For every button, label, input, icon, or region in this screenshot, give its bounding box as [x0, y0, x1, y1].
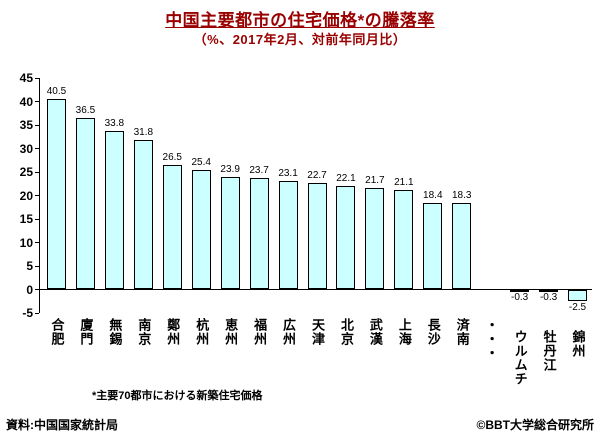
y-tick-label: 35 — [19, 118, 33, 132]
x-category-label: 広州 — [281, 318, 297, 346]
bar — [278, 180, 298, 290]
y-tick-label: 5 — [26, 259, 33, 273]
y-tick — [35, 289, 39, 290]
x-category-label: 福州 — [252, 318, 268, 346]
x-category-label: 杭州 — [194, 318, 210, 346]
y-tick-label: 0 — [26, 282, 33, 297]
bar — [104, 130, 124, 290]
bar-value-label: 23.9 — [220, 164, 240, 176]
bar-value-label: 40.5 — [46, 86, 67, 98]
bar — [394, 190, 414, 290]
y-tick — [35, 312, 39, 314]
y-tick — [35, 77, 39, 79]
bar — [452, 203, 472, 290]
y-tick-label: 45 — [19, 71, 33, 85]
bar-value-label: -0.3 — [511, 291, 529, 303]
x-category-label: 南京 — [136, 318, 152, 346]
y-tick — [35, 218, 39, 220]
x-category-label: 合肥 — [49, 318, 65, 346]
bar-value-label: 21.1 — [394, 177, 414, 189]
y-tick-label: 15 — [19, 212, 33, 226]
bar — [220, 177, 240, 290]
footnote: *主要70都市における新築住宅価格 — [92, 390, 263, 402]
bar — [249, 178, 269, 290]
y-tick-label: 20 — [19, 188, 33, 203]
chart-title: 中国主要都市の住宅価格*の騰落率 — [165, 11, 435, 30]
bar — [539, 289, 559, 292]
credit-label: ©BBT大学総合研究所 — [476, 418, 594, 432]
bar-value-label: 22.7 — [307, 169, 327, 181]
bar — [568, 289, 588, 302]
y-tick — [35, 124, 39, 126]
y-tick — [35, 242, 39, 243]
bar — [46, 99, 66, 290]
bar-value-label: 22.1 — [336, 172, 356, 184]
bar — [336, 185, 356, 290]
x-category-label: 錦州 — [570, 330, 586, 358]
y-tick-label: 40 — [19, 94, 33, 109]
y-tick — [35, 148, 39, 149]
bar — [75, 117, 95, 290]
chart-subtitle: （%、2017年2月、対前年同月比） — [193, 32, 407, 47]
x-category-label: 牡丹江 — [541, 330, 557, 372]
x-category-label: ウルムチ — [512, 330, 528, 386]
bar — [191, 170, 211, 290]
x-category-label: 済南 — [454, 318, 470, 346]
zero-line — [39, 289, 592, 290]
bar-value-label: 36.5 — [75, 104, 96, 116]
bar-value-label: -2.5 — [568, 302, 587, 314]
bar-value-label: 33.8 — [104, 117, 125, 129]
y-tick — [35, 101, 39, 102]
bar — [510, 289, 530, 292]
bar-value-label: 26.5 — [162, 151, 182, 163]
x-category-label: 無錫 — [107, 318, 123, 346]
y-axis-line — [39, 78, 40, 313]
y-tick — [35, 195, 39, 196]
x-category-label: ・・・ — [483, 318, 499, 360]
x-category-label: 長沙 — [425, 318, 441, 346]
bar-value-label: 21.7 — [365, 174, 385, 186]
bar-value-label: 31.8 — [133, 127, 154, 139]
bar-value-label: 25.4 — [191, 157, 211, 169]
x-category-label: 廈門 — [78, 318, 94, 346]
x-category-label: 天津 — [310, 318, 325, 346]
x-category-label: 鄭州 — [165, 318, 181, 346]
x-category-label: 上海 — [396, 318, 412, 346]
bar-value-label: -0.3 — [539, 291, 558, 303]
y-tick-label: 25 — [19, 165, 33, 179]
x-category-label: 恵州 — [223, 318, 239, 346]
bar — [133, 140, 153, 290]
bar — [423, 203, 443, 290]
bar-value-label: 23.1 — [278, 167, 298, 179]
y-tick — [35, 171, 39, 173]
bar — [307, 182, 327, 290]
y-tick-label: 10 — [19, 235, 33, 250]
bar-value-label: 18.3 — [452, 190, 472, 202]
y-tick — [35, 265, 39, 267]
x-category-label: 北京 — [338, 318, 354, 346]
y-tick-label: -5 — [22, 306, 33, 320]
bar-value-label: 18.4 — [423, 190, 443, 202]
y-tick-label: 30 — [19, 141, 33, 156]
x-category-label: 武漢 — [367, 318, 383, 346]
bar — [365, 187, 385, 290]
source-label: 資料:中国国家統計局 — [6, 418, 118, 432]
bar-value-label: 23.7 — [249, 165, 269, 177]
bar — [162, 164, 182, 290]
